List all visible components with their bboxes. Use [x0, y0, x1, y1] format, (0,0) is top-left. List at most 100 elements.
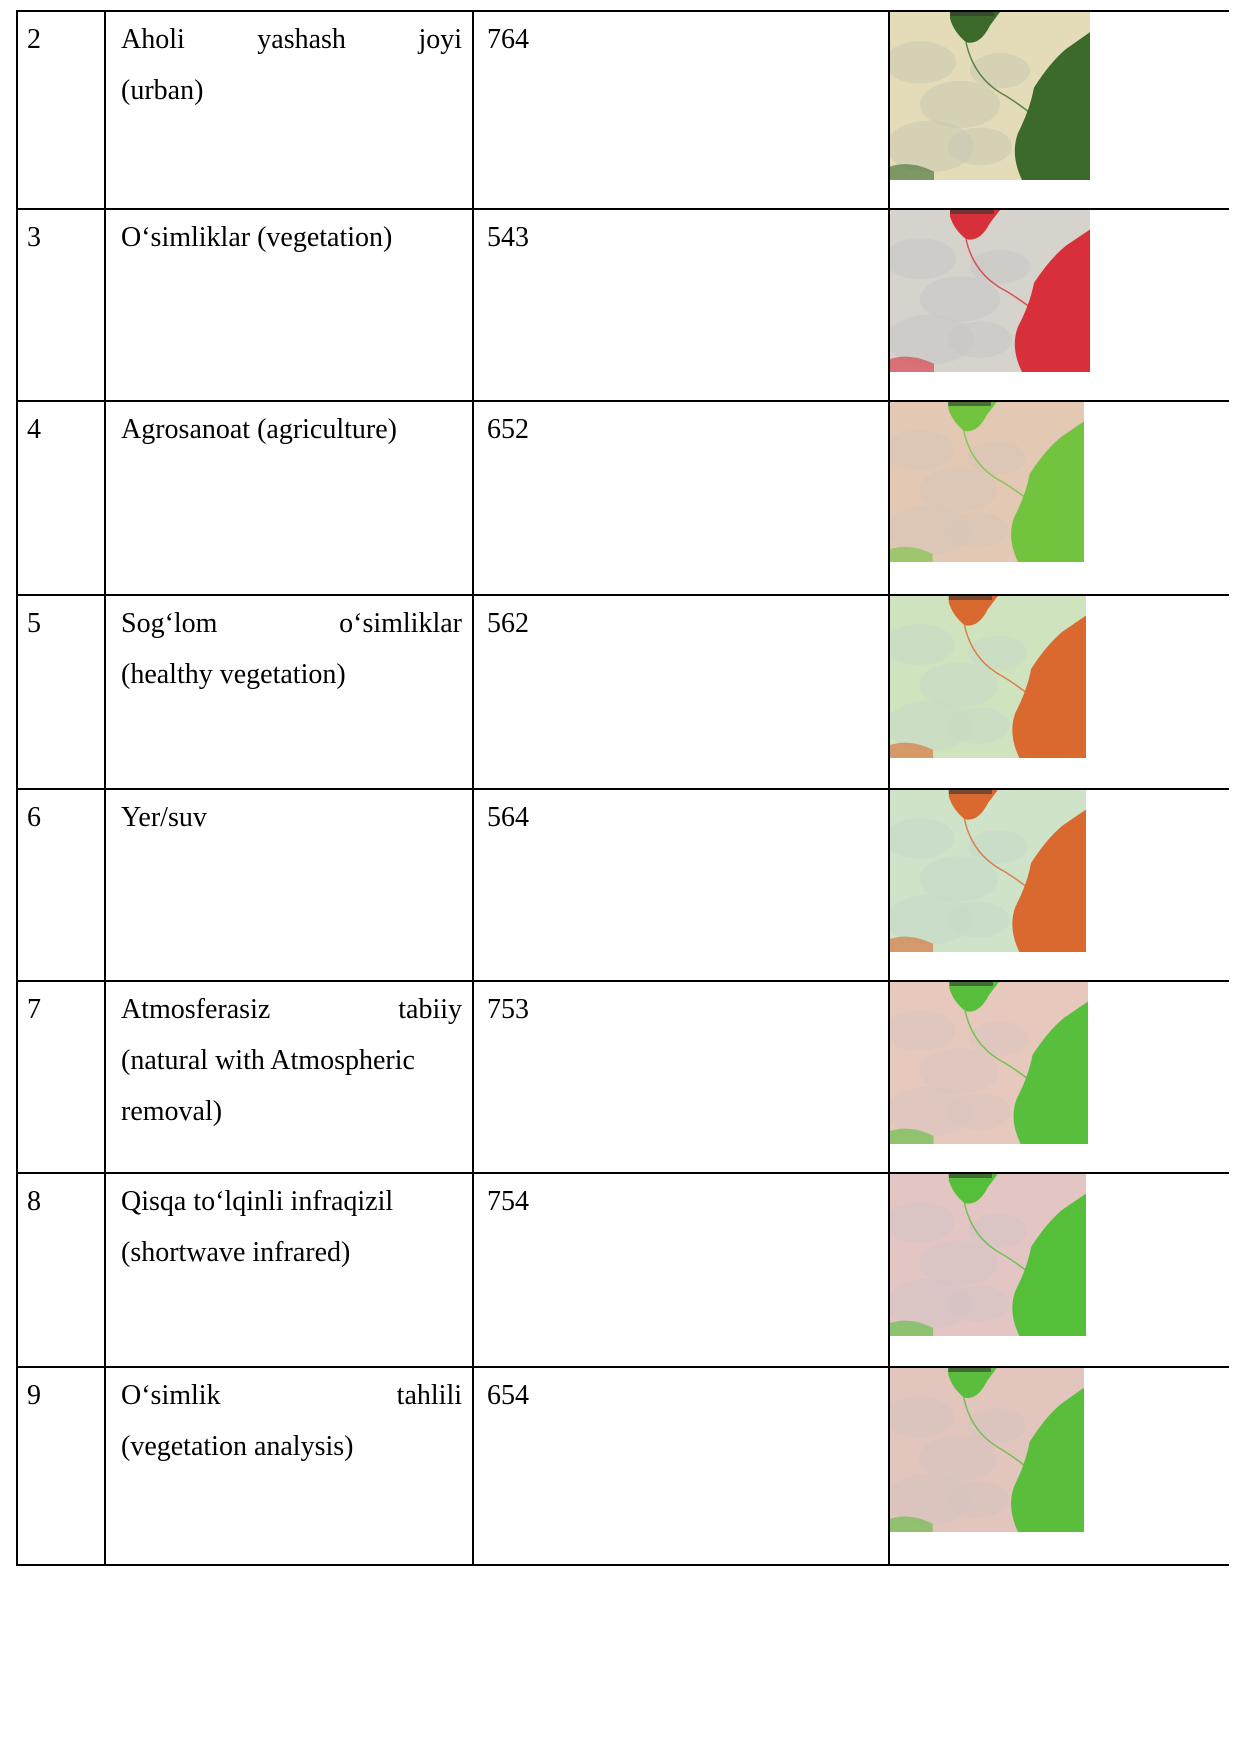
composite-name-word: Yer/suv	[121, 802, 207, 833]
composite-name: Atmosferasiz tabiiy (natural with Atmosphe…	[106, 982, 472, 1137]
composite-name: Qisqa to‘lqinli infraqizil (shortwave inf…	[106, 1174, 472, 1278]
row-number: 6	[27, 802, 41, 833]
composite-name-cell: O‘simlik tahlili (vegetation analysis)	[104, 1366, 474, 1566]
composite-image-cell	[888, 1366, 1229, 1566]
row-number: 2	[27, 24, 41, 55]
row-number-cell: 2	[16, 10, 106, 210]
row-number-cell: 6	[16, 788, 106, 982]
composite-name-line: Sog‘lom o‘simliklar	[121, 598, 462, 649]
composite-name-cell: Agrosanoat (agriculture)	[104, 400, 474, 596]
row-number-cell: 4	[16, 400, 106, 596]
composite-name: Aholi yashash joyi (urban)	[106, 12, 472, 116]
vegetation-composite-image	[890, 210, 1090, 372]
composite-image-cell	[888, 980, 1229, 1174]
band-code: 764	[487, 24, 529, 55]
composite-name-word: Agrosanoat (agriculture)	[121, 414, 397, 445]
table-row: 8 Qisqa to‘lqinli infraqizil (shortwave in…	[16, 1172, 1229, 1368]
row-number: 8	[27, 1186, 41, 1217]
row-number: 9	[27, 1380, 41, 1411]
composite-name-line: (healthy vegetation)	[121, 659, 346, 690]
healthy-vegetation-composite-image	[890, 596, 1086, 758]
land-water-composite-image	[890, 790, 1086, 952]
composite-name-line: Aholi yashash joyi	[121, 14, 462, 65]
urban-composite-image	[890, 12, 1090, 180]
band-code-cell: 652	[472, 400, 890, 596]
band-code-cell: 562	[472, 594, 890, 790]
composite-image-cell	[888, 1172, 1229, 1368]
row-number-cell: 9	[16, 1366, 106, 1566]
band-code: 754	[487, 1186, 529, 1217]
composite-name-word: O‘simlik	[121, 1380, 221, 1411]
composite-name-line: Atmosferasiz tabiiy	[121, 984, 462, 1035]
composite-name: Yer/suv	[106, 790, 472, 843]
row-number-cell: 7	[16, 980, 106, 1174]
composite-image-cell	[888, 594, 1229, 790]
composite-name-line: Agrosanoat (agriculture)	[121, 404, 462, 455]
composite-name-word: tabiiy	[398, 994, 462, 1025]
row-number-cell: 5	[16, 594, 106, 790]
band-code: 564	[487, 802, 529, 833]
composite-image-cell	[888, 400, 1229, 596]
row-number: 5	[27, 608, 41, 639]
composite-name-word: tahlili	[396, 1380, 462, 1411]
band-code: 652	[487, 414, 529, 445]
table-row: 6 Yer/suv 564	[16, 788, 1229, 982]
composite-name-word: Qisqa to‘lqinli infraqizil	[121, 1186, 394, 1217]
composite-name: Agrosanoat (agriculture)	[106, 402, 472, 455]
table-row: 3 O‘simliklar (vegetation) 543	[16, 208, 1229, 402]
composite-name-line: (urban)	[121, 75, 204, 106]
composite-name-word: joyi	[418, 24, 462, 55]
band-code-cell: 564	[472, 788, 890, 982]
composite-name-line: Yer/suv	[121, 792, 462, 843]
composite-name-line: O‘simliklar (vegetation)	[121, 212, 462, 263]
composite-name-word: Aholi	[121, 24, 185, 55]
row-number-cell: 8	[16, 1172, 106, 1368]
table-body: 2 Aholi yashash joyi (urban) 764 3 O‘simliklar …	[16, 10, 1229, 1566]
composite-name-line: removal)	[121, 1096, 223, 1127]
composite-name: O‘simlik tahlili (vegetation analysis)	[106, 1368, 472, 1472]
agriculture-composite-image	[890, 402, 1084, 562]
band-code: 753	[487, 994, 529, 1025]
table-row: 2 Aholi yashash joyi (urban) 764	[16, 10, 1229, 210]
table-row: 7 Atmosferasiz tabiiy (natural with Atmosph…	[16, 980, 1229, 1174]
composite-image-cell	[888, 10, 1229, 210]
band-code-cell: 654	[472, 1366, 890, 1566]
composite-name-line: (natural with Atmospheric	[121, 1045, 415, 1076]
band-combination-table: 2 Aholi yashash joyi (urban) 764 3 O‘simliklar …	[16, 10, 1229, 1566]
atmospheric-removal-composite-image	[890, 982, 1088, 1144]
vegetation-analysis-composite-image	[890, 1368, 1084, 1532]
composite-name-line: Qisqa to‘lqinli infraqizil	[121, 1176, 462, 1227]
composite-name-word: Sog‘lom	[121, 608, 218, 639]
composite-image-cell	[888, 208, 1229, 402]
composite-name-cell: Aholi yashash joyi (urban)	[104, 10, 474, 210]
band-code: 654	[487, 1380, 529, 1411]
table-row: 9 O‘simlik tahlili (vegetation analysis) 654	[16, 1366, 1229, 1566]
composite-name-line: (shortwave infrared)	[121, 1237, 351, 1268]
row-number: 3	[27, 222, 41, 253]
composite-name-line: O‘simlik tahlili	[121, 1370, 462, 1421]
row-number: 7	[27, 994, 41, 1025]
band-code-cell: 543	[472, 208, 890, 402]
composite-name-cell: O‘simliklar (vegetation)	[104, 208, 474, 402]
row-number-cell: 3	[16, 208, 106, 402]
composite-name-cell: Yer/suv	[104, 788, 474, 982]
band-code-cell: 754	[472, 1172, 890, 1368]
row-number: 4	[27, 414, 41, 445]
band-code: 543	[487, 222, 529, 253]
table-row: 4 Agrosanoat (agriculture) 652	[16, 400, 1229, 596]
composite-name-line: (vegetation analysis)	[121, 1431, 354, 1462]
band-code-cell: 753	[472, 980, 890, 1174]
composite-name: O‘simliklar (vegetation)	[106, 210, 472, 263]
composite-name-cell: Sog‘lom o‘simliklar (healthy vegetation)	[104, 594, 474, 790]
shortwave-infrared-composite-image	[890, 1174, 1086, 1336]
composite-name-word: o‘simliklar	[339, 608, 462, 639]
composite-name-word: Atmosferasiz	[121, 994, 271, 1025]
composite-name-word: yashash	[257, 24, 346, 55]
composite-name-word: O‘simliklar (vegetation)	[121, 222, 393, 253]
band-code: 562	[487, 608, 529, 639]
table-row: 5 Sog‘lom o‘simliklar (healthy vegetation) 5…	[16, 594, 1229, 790]
composite-name: Sog‘lom o‘simliklar (healthy vegetation)	[106, 596, 472, 700]
band-code-cell: 764	[472, 10, 890, 210]
composite-image-cell	[888, 788, 1229, 982]
